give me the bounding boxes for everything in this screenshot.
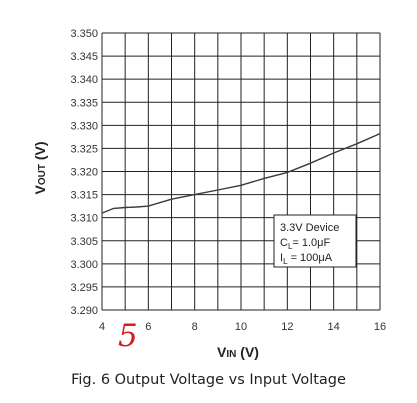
- y-tick-label: 3.310: [70, 213, 98, 225]
- legend-capacitance: CL= 1.0μF: [280, 237, 331, 251]
- y-tick-label: 3.345: [70, 51, 98, 63]
- x-tick-label: 6: [145, 321, 151, 333]
- y-tick-label: 3.340: [70, 74, 98, 86]
- y-tick-label: 3.300: [70, 259, 98, 271]
- x-tick-label: 12: [281, 321, 293, 333]
- x-tick-label: 14: [328, 321, 340, 333]
- x-tick-label: 10: [235, 321, 247, 333]
- y-axis-ticks: 3.350 3.345 3.340 3.335 3.330 3.325 3.320 3.315…: [70, 28, 98, 317]
- series-line-vout: [101, 132, 381, 214]
- x-axis-title: VIN (V): [217, 344, 259, 360]
- x-tick-label: 4: [99, 321, 105, 333]
- x-tick-label: 16: [374, 321, 386, 333]
- y-tick-label: 3.320: [70, 167, 98, 179]
- legend-current: IL = 100μA: [280, 252, 333, 266]
- y-tick-label: 3.330: [70, 120, 98, 132]
- x-axis-ticks: 4 6 8 10 12 14 16: [99, 321, 386, 333]
- y-tick-label: 3.295: [70, 282, 98, 294]
- grid: [101, 32, 381, 311]
- legend-device: 3.3V Device: [280, 222, 339, 234]
- y-axis-title: VOUT (V): [32, 141, 48, 194]
- x-tick-label: 8: [192, 321, 198, 333]
- y-tick-label: 3.305: [70, 236, 98, 248]
- y-tick-label: 3.315: [70, 190, 98, 202]
- handwritten-note: 5: [118, 318, 138, 354]
- y-tick-label: 3.350: [70, 28, 98, 40]
- figure-caption: Fig. 6 Output Voltage vs Input Voltage: [71, 372, 346, 388]
- y-tick-label: 3.290: [70, 305, 98, 317]
- legend-box: [273, 214, 357, 268]
- y-tick-label: 3.335: [70, 97, 98, 109]
- y-tick-label: 3.325: [70, 143, 98, 155]
